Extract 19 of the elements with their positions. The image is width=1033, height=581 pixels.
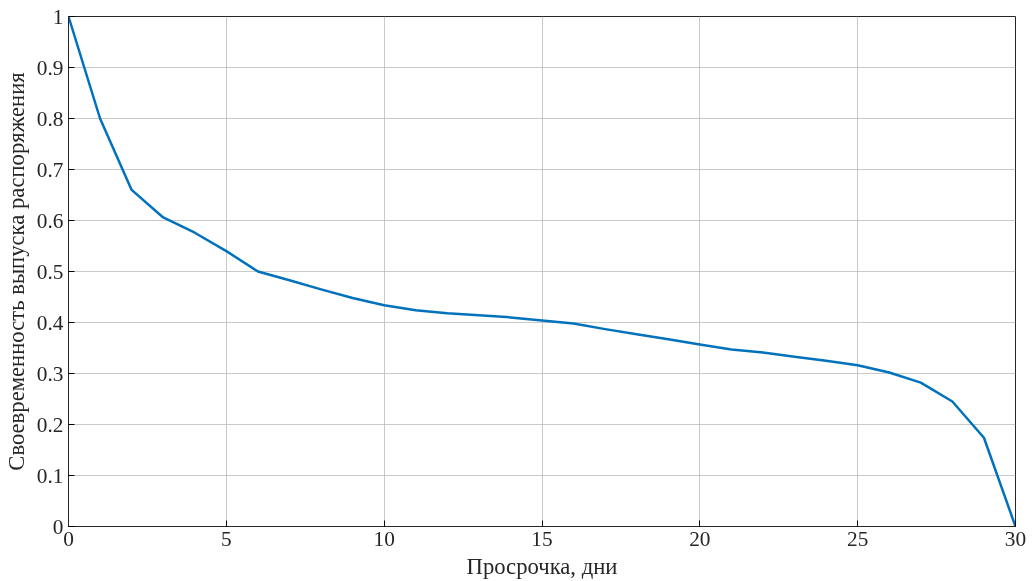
x-tick-label: 15: [531, 526, 553, 551]
x-axis-title: Просрочка, дни: [466, 553, 618, 579]
x-tick-label: 10: [373, 526, 395, 551]
y-tick-label: 0.3: [36, 361, 64, 386]
x-tick-label: 5: [221, 526, 232, 551]
x-tick-label: 20: [689, 526, 711, 551]
y-tick-label: 0.5: [36, 259, 64, 284]
y-tick-label: 0.2: [36, 412, 64, 437]
y-tick-label: 0.7: [36, 157, 64, 182]
line-series: [68, 16, 1016, 527]
y-tick-label: 0.6: [36, 208, 64, 233]
x-tick-label: 25: [847, 526, 869, 551]
y-axis-title: Своевременность выпуска распоряжения: [3, 71, 29, 471]
x-tick-label: 30: [1004, 526, 1027, 551]
y-tick-label: 1: [52, 4, 64, 29]
y-tick-label: 0.8: [36, 106, 64, 131]
y-tick-label: 0.9: [36, 55, 64, 80]
y-tick-label: 0.1: [36, 463, 64, 488]
y-tick-label: 0.4: [36, 310, 64, 335]
